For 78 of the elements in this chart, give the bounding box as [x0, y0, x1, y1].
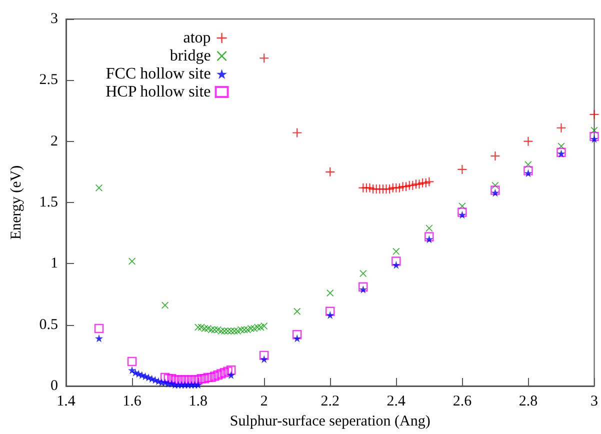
x-tick-label: 1.4 [56, 394, 76, 410]
point [164, 374, 173, 384]
point [216, 369, 226, 378]
legend-label: FCC hollow site [106, 66, 211, 82]
point [292, 128, 302, 138]
point [424, 232, 434, 242]
x-tick-label: 2 [260, 394, 268, 410]
point [590, 132, 599, 142]
point [94, 324, 104, 334]
point [425, 235, 434, 244]
point [174, 375, 183, 384]
point [176, 375, 186, 384]
point [167, 374, 176, 384]
x-tick-label: 2.2 [320, 394, 340, 410]
x-tick-label: 1.8 [188, 394, 208, 410]
point [200, 374, 210, 384]
point [458, 210, 466, 219]
point [226, 365, 236, 375]
y-tick-label: 1 [50, 256, 58, 272]
point [294, 308, 301, 315]
point [210, 372, 220, 381]
point [95, 334, 104, 342]
y-tick-label: 2.5 [39, 72, 58, 88]
point [524, 136, 533, 146]
point [213, 370, 222, 380]
y-tick-label: 2 [50, 133, 58, 150]
x-tick-label: 2.4 [386, 394, 406, 410]
point [358, 282, 368, 292]
point [426, 224, 433, 232]
point [184, 375, 193, 384]
point [190, 375, 200, 384]
y-tick-label: 0 [50, 378, 58, 394]
point [524, 166, 533, 176]
point [360, 270, 367, 277]
point [170, 375, 180, 384]
point [203, 372, 213, 382]
point [458, 208, 467, 217]
point [326, 311, 334, 320]
point [326, 306, 335, 316]
x-tick-label: 2.8 [518, 394, 538, 410]
point [556, 123, 566, 132]
x-tick-label: 1.6 [122, 394, 142, 410]
point [186, 375, 196, 384]
point [590, 134, 598, 143]
point [359, 285, 368, 294]
point [293, 334, 302, 342]
y-tick-label: 0.5 [39, 316, 58, 333]
point [223, 366, 232, 376]
point [490, 186, 500, 195]
point [326, 290, 334, 297]
point [206, 372, 216, 382]
point [193, 375, 203, 384]
point [127, 356, 137, 366]
point [227, 370, 236, 379]
x-axis-title: Sulphur-surface seperation (Ang) [230, 414, 430, 430]
x-tick-label: 3 [590, 394, 598, 410]
legend-label: atop [183, 30, 211, 46]
y-tick-label: 1.5 [39, 194, 58, 210]
legend-label: bridge [170, 48, 211, 64]
point [180, 375, 190, 384]
point [220, 368, 230, 378]
point [392, 248, 400, 255]
point [292, 330, 302, 340]
point [392, 260, 400, 269]
point [590, 110, 599, 119]
y-axis-title: Energy (eV) [8, 165, 24, 240]
point [392, 256, 401, 266]
x-tick-label: 2.6 [452, 394, 472, 410]
point [260, 355, 268, 364]
point [259, 350, 269, 360]
point [194, 380, 202, 389]
point [260, 322, 268, 330]
point [524, 169, 532, 178]
point [196, 374, 206, 384]
legend-label: HCP hollow site [106, 84, 211, 100]
point [491, 188, 500, 197]
point [160, 372, 170, 382]
y-tick-label: 3 [50, 11, 58, 27]
